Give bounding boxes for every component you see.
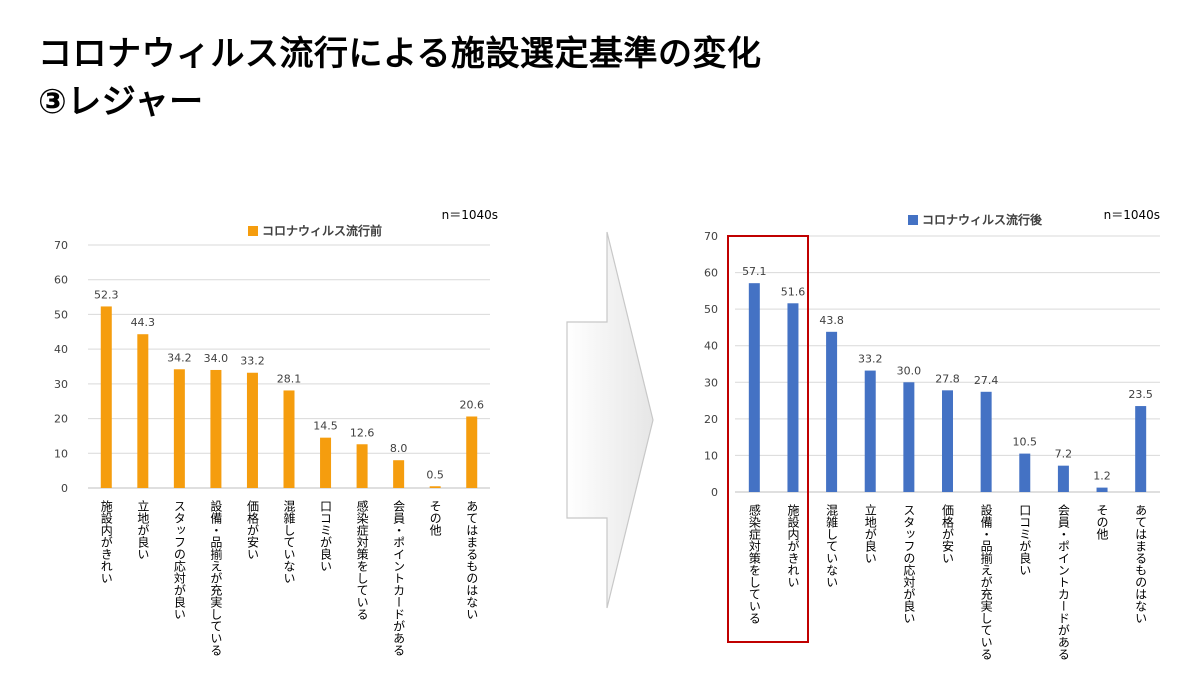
category-label: 価格が安い: [245, 500, 259, 560]
data-label: 33.2: [858, 353, 883, 366]
data-label: 52.3: [94, 288, 119, 301]
category-label: 会員・ポイントカードがある: [1056, 504, 1070, 660]
highlight-box: [727, 235, 809, 643]
data-label: 28.1: [277, 372, 302, 385]
y-tick-label: 30: [54, 378, 68, 391]
data-label: 51.6: [781, 285, 806, 298]
data-label: 14.5: [313, 420, 338, 433]
legend-swatch: [248, 226, 258, 236]
category-label: 施設内がきれい: [99, 500, 113, 584]
category-label: 施設内がきれい: [786, 504, 800, 588]
data-label: 57.1: [742, 265, 767, 278]
data-label: 10.5: [1013, 436, 1038, 449]
data-label: 12.6: [350, 426, 375, 439]
data-label: 8.0: [390, 442, 408, 455]
data-label: 34.0: [204, 352, 229, 365]
bar: [1019, 453, 1031, 492]
chart-after: 0 10 20 30 40 50 60 70 コロナウィルス流行後 n＝1040s 57.1 感染症対…: [704, 208, 1160, 660]
title-line-2: ③レジャー: [38, 82, 204, 122]
data-label: 34.2: [167, 351, 192, 364]
category-label: 混雑していない: [825, 504, 839, 588]
data-label: 23.5: [1128, 388, 1153, 401]
category-label: 口コミが良い: [1018, 504, 1032, 576]
category-label: 立地が良い: [136, 499, 150, 560]
bar: [748, 283, 760, 492]
y-tick-label: 40: [54, 343, 68, 356]
bar: [137, 334, 149, 488]
data-label: 27.4: [974, 374, 999, 387]
category-label: 立地が良い: [863, 503, 877, 564]
y-tick-label: 70: [54, 239, 68, 252]
title-line-1: コロナウィルス流行による施設選定基準の変化: [38, 34, 762, 74]
y-tick-label: 40: [704, 340, 718, 353]
data-label: 20.6: [459, 398, 484, 411]
category-label: 設備・品揃えが充実している: [209, 499, 223, 656]
category-label: 感染症対策をしている: [355, 499, 369, 620]
data-label: 44.3: [131, 316, 156, 329]
data-label: 27.8: [935, 372, 960, 385]
arrow-right-icon: [566, 231, 654, 609]
bar: [1135, 406, 1147, 492]
category-label: 設備・品揃えが充実している: [979, 503, 993, 660]
sample-size-note: n＝1040s: [442, 208, 498, 222]
bar: [210, 369, 222, 488]
sample-size-note: n＝1040s: [1104, 208, 1160, 222]
y-tick-label: 20: [54, 413, 68, 426]
bar: [826, 331, 838, 492]
y-tick-label: 0: [61, 482, 68, 495]
y-tick-label: 10: [704, 449, 718, 462]
y-tick-label: 60: [54, 274, 68, 287]
bar: [903, 382, 915, 492]
category-label: 価格が安い: [941, 504, 955, 564]
y-tick-label: 50: [704, 303, 718, 316]
category-label: あてはまるものはない: [1134, 504, 1148, 624]
data-label: 30.0: [897, 364, 922, 377]
y-tick-label: 10: [54, 447, 68, 460]
bar: [864, 370, 876, 492]
bar: [787, 303, 799, 492]
y-tick-label: 60: [704, 267, 718, 280]
data-label: 43.8: [819, 314, 844, 327]
category-label: スタッフの応対が良い: [172, 500, 186, 620]
category-label: その他: [428, 500, 442, 536]
category-label: その他: [1095, 504, 1109, 540]
category-label: スタッフの応対が良い: [902, 504, 916, 624]
bar: [980, 391, 992, 492]
category-label: 会員・ポイントカードがある: [392, 500, 406, 656]
bar: [942, 390, 953, 492]
bar: [1057, 465, 1069, 492]
legend-label: コロナウィルス流行前: [262, 223, 382, 238]
y-tick-label: 70: [704, 230, 718, 243]
data-label: 7.2: [1055, 448, 1073, 461]
data-label: 0.5: [426, 468, 444, 481]
bar: [356, 444, 368, 488]
bar: [320, 437, 332, 488]
bar: [393, 460, 405, 488]
data-label: 1.2: [1093, 470, 1111, 483]
chart-before: 0 10 20 30 40 50 60 70 コロナウィルス流行前 n＝1040s 52.3 施設内が…: [54, 208, 498, 656]
category-label: あてはまるものはない: [465, 500, 479, 620]
y-tick-label: 20: [704, 413, 718, 426]
category-label: 口コミが良い: [319, 500, 333, 572]
bar: [466, 416, 478, 488]
data-label: 33.2: [240, 355, 264, 368]
y-tick-label: 50: [54, 308, 68, 321]
legend-swatch: [908, 215, 918, 225]
legend-label: コロナウィルス流行後: [922, 212, 1043, 227]
y-tick-label: 0: [711, 486, 718, 499]
bar: [173, 369, 185, 488]
bar: [246, 372, 258, 488]
page-title: コロナウィルス流行による施設選定基準の変化 ③レジャー: [38, 30, 761, 126]
bar: [429, 486, 441, 488]
y-tick-label: 30: [704, 376, 718, 389]
bar: [1096, 487, 1108, 492]
category-label: 混雑していない: [282, 500, 296, 584]
bar: [283, 390, 295, 488]
category-label: 感染症対策をしている: [747, 503, 761, 624]
bar: [100, 306, 112, 488]
